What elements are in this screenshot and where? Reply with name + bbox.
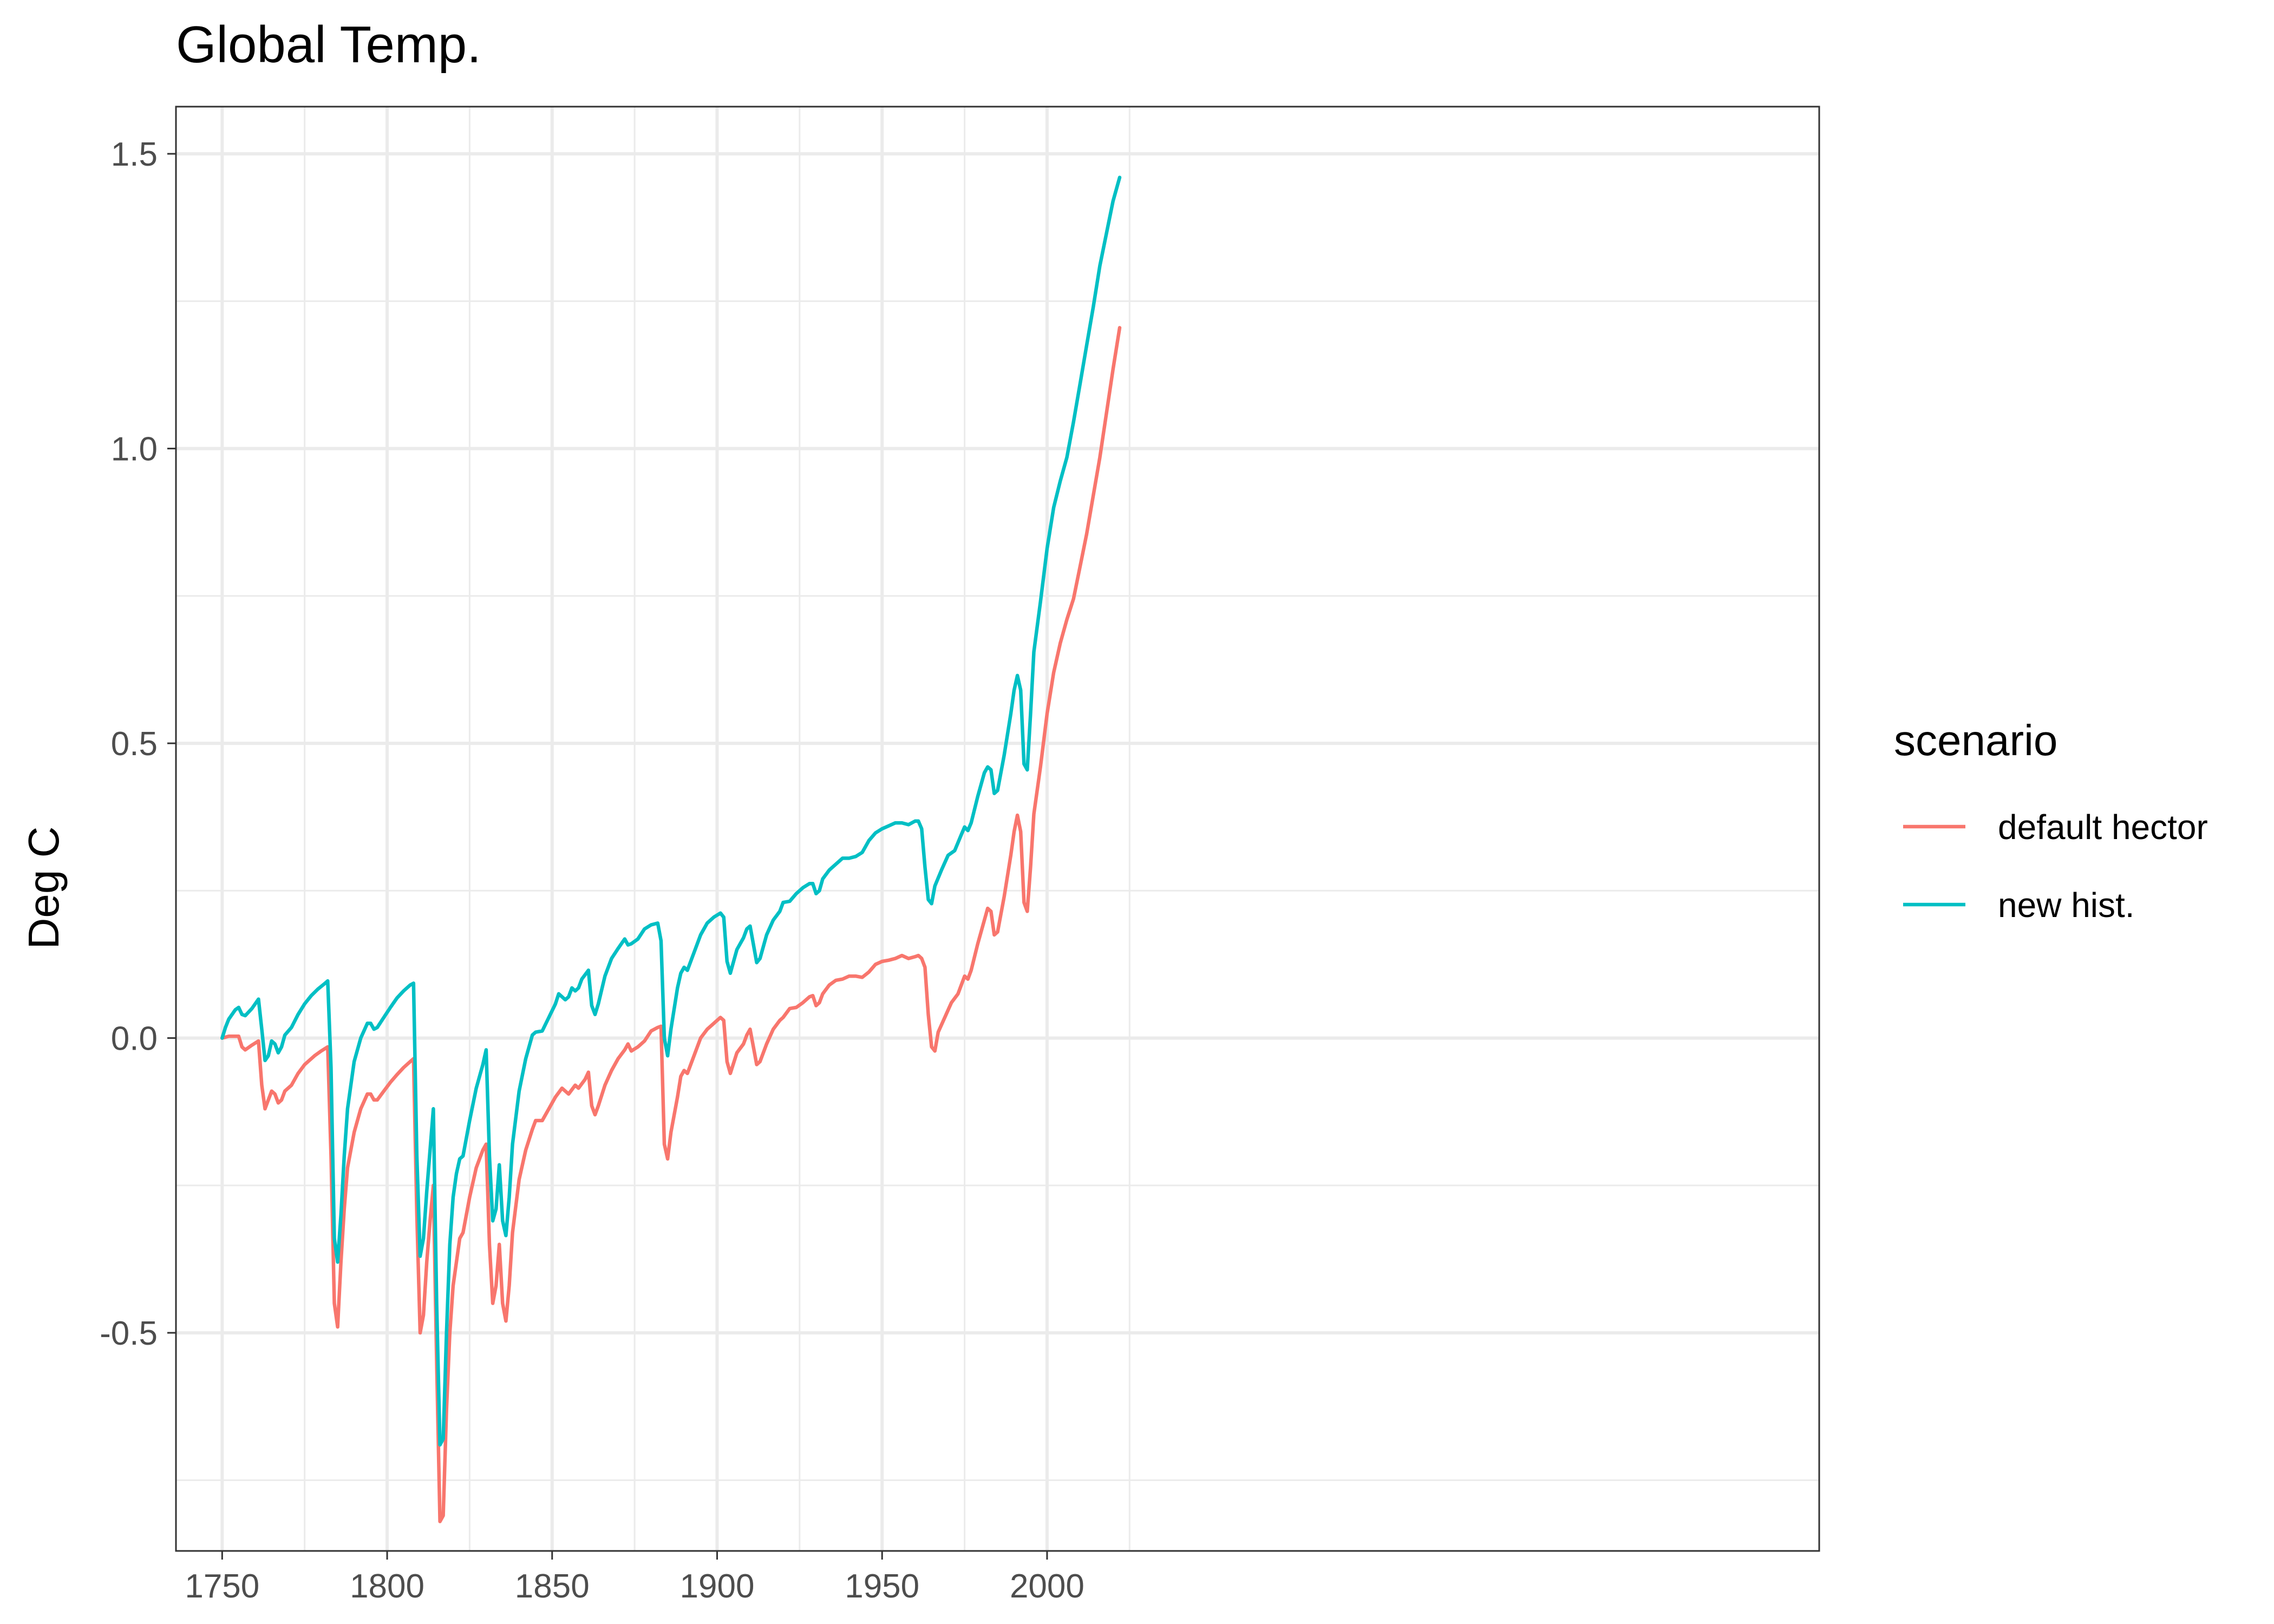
legend-items: default hector new hist. (1903, 808, 2208, 925)
plot-panel-border (175, 106, 1820, 1552)
series-line-2 (220, 175, 1122, 1447)
y-tick-label: -0.5 (100, 1315, 158, 1352)
x-tick-label: 1950 (845, 1568, 919, 1605)
y-tick-label: 0.5 (111, 725, 158, 763)
y-tick-label: 1.5 (111, 136, 158, 173)
y-tick-label: 0.0 (111, 1020, 158, 1058)
x-axis: 1750 1800 1850 1900 1950 2000 (185, 1551, 1084, 1605)
x-tick-label: 1900 (680, 1568, 755, 1605)
series-line-1 (220, 326, 1122, 1523)
y-tick-label: 1.0 (111, 431, 158, 468)
y-axis-label: Deg C (19, 827, 68, 949)
legend-label-2: new hist. (1998, 886, 2135, 925)
legend: scenario default hector new hist. (1894, 716, 2208, 925)
x-tick-label: 1800 (350, 1568, 424, 1605)
legend-label-1: default hector (1998, 808, 2208, 847)
chart-title: Global Temp. (176, 16, 481, 74)
x-tick-label: 1850 (515, 1568, 590, 1605)
series-group (220, 175, 1122, 1523)
x-tick-label: 2000 (1010, 1568, 1084, 1605)
grid (176, 107, 1819, 1551)
y-axis: -0.5 0.0 0.5 1.0 1.5 (100, 136, 176, 1352)
legend-title: scenario (1894, 716, 2057, 764)
x-tick-label: 1750 (185, 1568, 259, 1605)
